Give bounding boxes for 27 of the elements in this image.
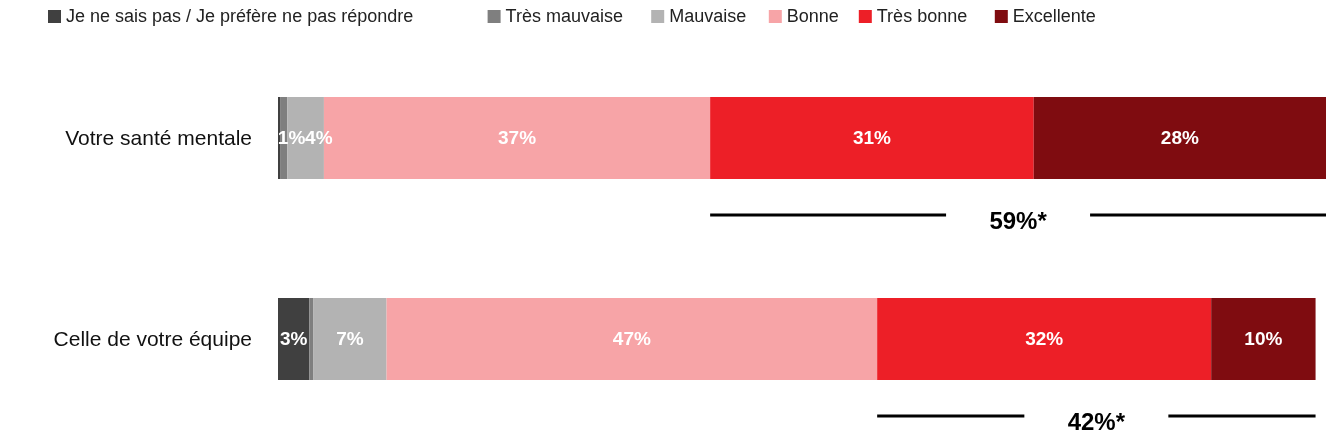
bar: [1033, 97, 1326, 179]
legend-label: Bonne: [786, 6, 839, 26]
legend-label: Excellente: [1012, 6, 1096, 26]
data-label: 31%: [852, 127, 892, 148]
bar: [278, 97, 281, 179]
data-label: 3%: [279, 328, 308, 349]
bar: [309, 298, 314, 380]
bar: [877, 298, 1212, 380]
annotation: 59%*: [989, 207, 1048, 234]
bar: [386, 298, 878, 380]
legend-label: Mauvaise: [669, 6, 747, 26]
y-tick-label: Celle de votre équipe: [53, 327, 252, 350]
bar: [313, 298, 387, 380]
bar: [710, 97, 1034, 179]
data-label: 10%: [1244, 328, 1283, 349]
legend-label: Je ne sais pas / Je préfère ne pas répondre: [66, 6, 414, 26]
data-label: 7%: [336, 328, 364, 349]
bar: [1211, 298, 1316, 380]
y-tick-label: Votre santé mentale: [65, 126, 252, 149]
bar: [278, 298, 310, 380]
legend-label: Très bonne: [876, 6, 968, 26]
data-label: 37%: [498, 127, 537, 148]
annotation: 42%*: [1067, 408, 1126, 435]
data-label: 47%: [612, 328, 651, 349]
legend-label: Très mauvaise: [505, 6, 623, 26]
data-label: 28%: [1160, 127, 1199, 148]
data-label: 32%: [1025, 328, 1064, 349]
